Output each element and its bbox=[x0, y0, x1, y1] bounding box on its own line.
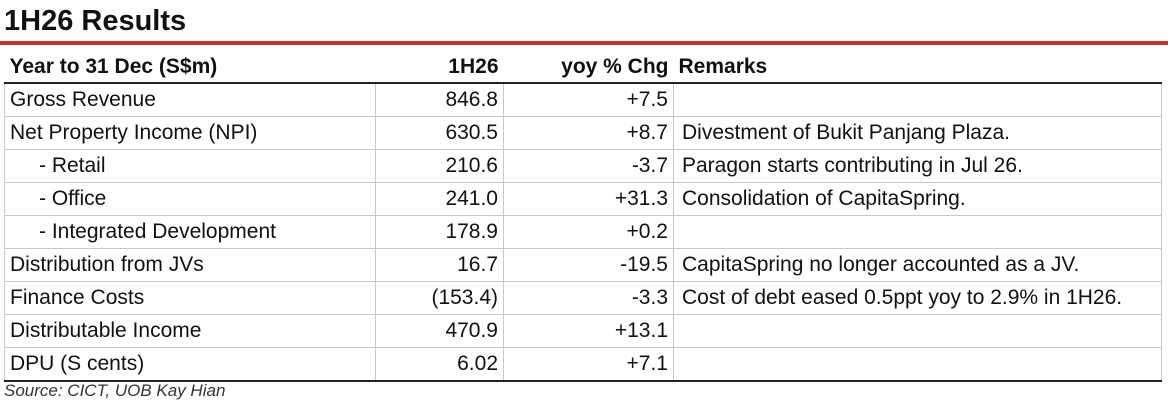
row-remark: CapitaSpring no longer accounted as a JV… bbox=[673, 248, 1162, 282]
row-yoy-change: +13.1 bbox=[503, 314, 674, 348]
row-remark: Cost of debt eased 0.5ppt yoy to 2.9% in… bbox=[673, 281, 1162, 315]
row-1h26-value: (153.4) bbox=[375, 281, 504, 315]
header-yoy-change: yoy % Chg bbox=[503, 52, 674, 84]
header-period: Year to 31 Dec (S$m) bbox=[4, 52, 376, 84]
row-label: Gross Revenue bbox=[4, 83, 376, 117]
row-1h26-value: 846.8 bbox=[375, 83, 504, 117]
header-1h26: 1H26 bbox=[375, 52, 504, 84]
row-1h26-value: 16.7 bbox=[375, 248, 504, 282]
row-label: Net Property Income (NPI) bbox=[4, 116, 376, 150]
row-1h26-value: 178.9 bbox=[375, 215, 504, 249]
row-label: Distribution from JVs bbox=[4, 248, 376, 282]
source-note: Source: CICT, UOB Kay Hian bbox=[4, 381, 226, 400]
title-rule bbox=[0, 41, 1168, 45]
table-row: Gross Revenue 846.8 +7.5 bbox=[4, 83, 1162, 117]
table-row: - Integrated Development 178.9 +0.2 bbox=[4, 215, 1162, 249]
row-remark: Divestment of Bukit Panjang Plaza. bbox=[673, 116, 1162, 150]
row-label: DPU (S cents) bbox=[4, 347, 376, 382]
row-yoy-change: -3.3 bbox=[503, 281, 674, 315]
row-1h26-value: 241.0 bbox=[375, 182, 504, 216]
row-remark bbox=[673, 314, 1162, 348]
row-yoy-change: +8.7 bbox=[503, 116, 674, 150]
row-yoy-change: -19.5 bbox=[503, 248, 674, 282]
row-remark bbox=[673, 347, 1162, 382]
table-body: Gross Revenue 846.8 +7.5 Net Property Incom… bbox=[4, 83, 1162, 382]
row-1h26-value: 470.9 bbox=[375, 314, 504, 348]
row-remark: Consolidation of CapitaSpring. bbox=[673, 182, 1162, 216]
table-row: Net Property Income (NPI) 630.5 +8.7 Divest… bbox=[4, 116, 1162, 150]
row-label: - Office bbox=[4, 182, 376, 216]
table-row: - Retail 210.6 -3.7 Paragon starts contribu… bbox=[4, 149, 1162, 183]
table-row: - Office 241.0 +31.3 Consolidation of Capit… bbox=[4, 182, 1162, 216]
row-yoy-change: +0.2 bbox=[503, 215, 674, 249]
page-title: 1H26 Results bbox=[4, 5, 187, 37]
table-row: Finance Costs (153.4) -3.3 Cost of debt eas… bbox=[4, 281, 1162, 315]
row-yoy-change: +7.1 bbox=[503, 347, 674, 382]
row-1h26-value: 6.02 bbox=[375, 347, 504, 382]
row-label: - Retail bbox=[4, 149, 376, 183]
row-yoy-change: -3.7 bbox=[503, 149, 674, 183]
table-row: DPU (S cents) 6.02 +7.1 bbox=[4, 347, 1162, 382]
row-1h26-value: 210.6 bbox=[375, 149, 504, 183]
row-label: Distributable Income bbox=[4, 314, 376, 348]
row-remark bbox=[673, 215, 1162, 249]
row-remark: Paragon starts contributing in Jul 26. bbox=[673, 149, 1162, 183]
row-remark bbox=[673, 83, 1162, 117]
header-remarks: Remarks bbox=[673, 52, 1162, 84]
results-table: Year to 31 Dec (S$m) 1H26 yoy % Chg Rema… bbox=[4, 52, 1162, 382]
row-1h26-value: 630.5 bbox=[375, 116, 504, 150]
row-label: - Integrated Development bbox=[4, 215, 376, 249]
row-yoy-change: +31.3 bbox=[503, 182, 674, 216]
table-row: Distributable Income 470.9 +13.1 bbox=[4, 314, 1162, 348]
table-header-row: Year to 31 Dec (S$m) 1H26 yoy % Chg Rema… bbox=[4, 52, 1162, 84]
row-yoy-change: +7.5 bbox=[503, 83, 674, 117]
table-row: Distribution from JVs 16.7 -19.5 CapitaSpri… bbox=[4, 248, 1162, 282]
row-label: Finance Costs bbox=[4, 281, 376, 315]
